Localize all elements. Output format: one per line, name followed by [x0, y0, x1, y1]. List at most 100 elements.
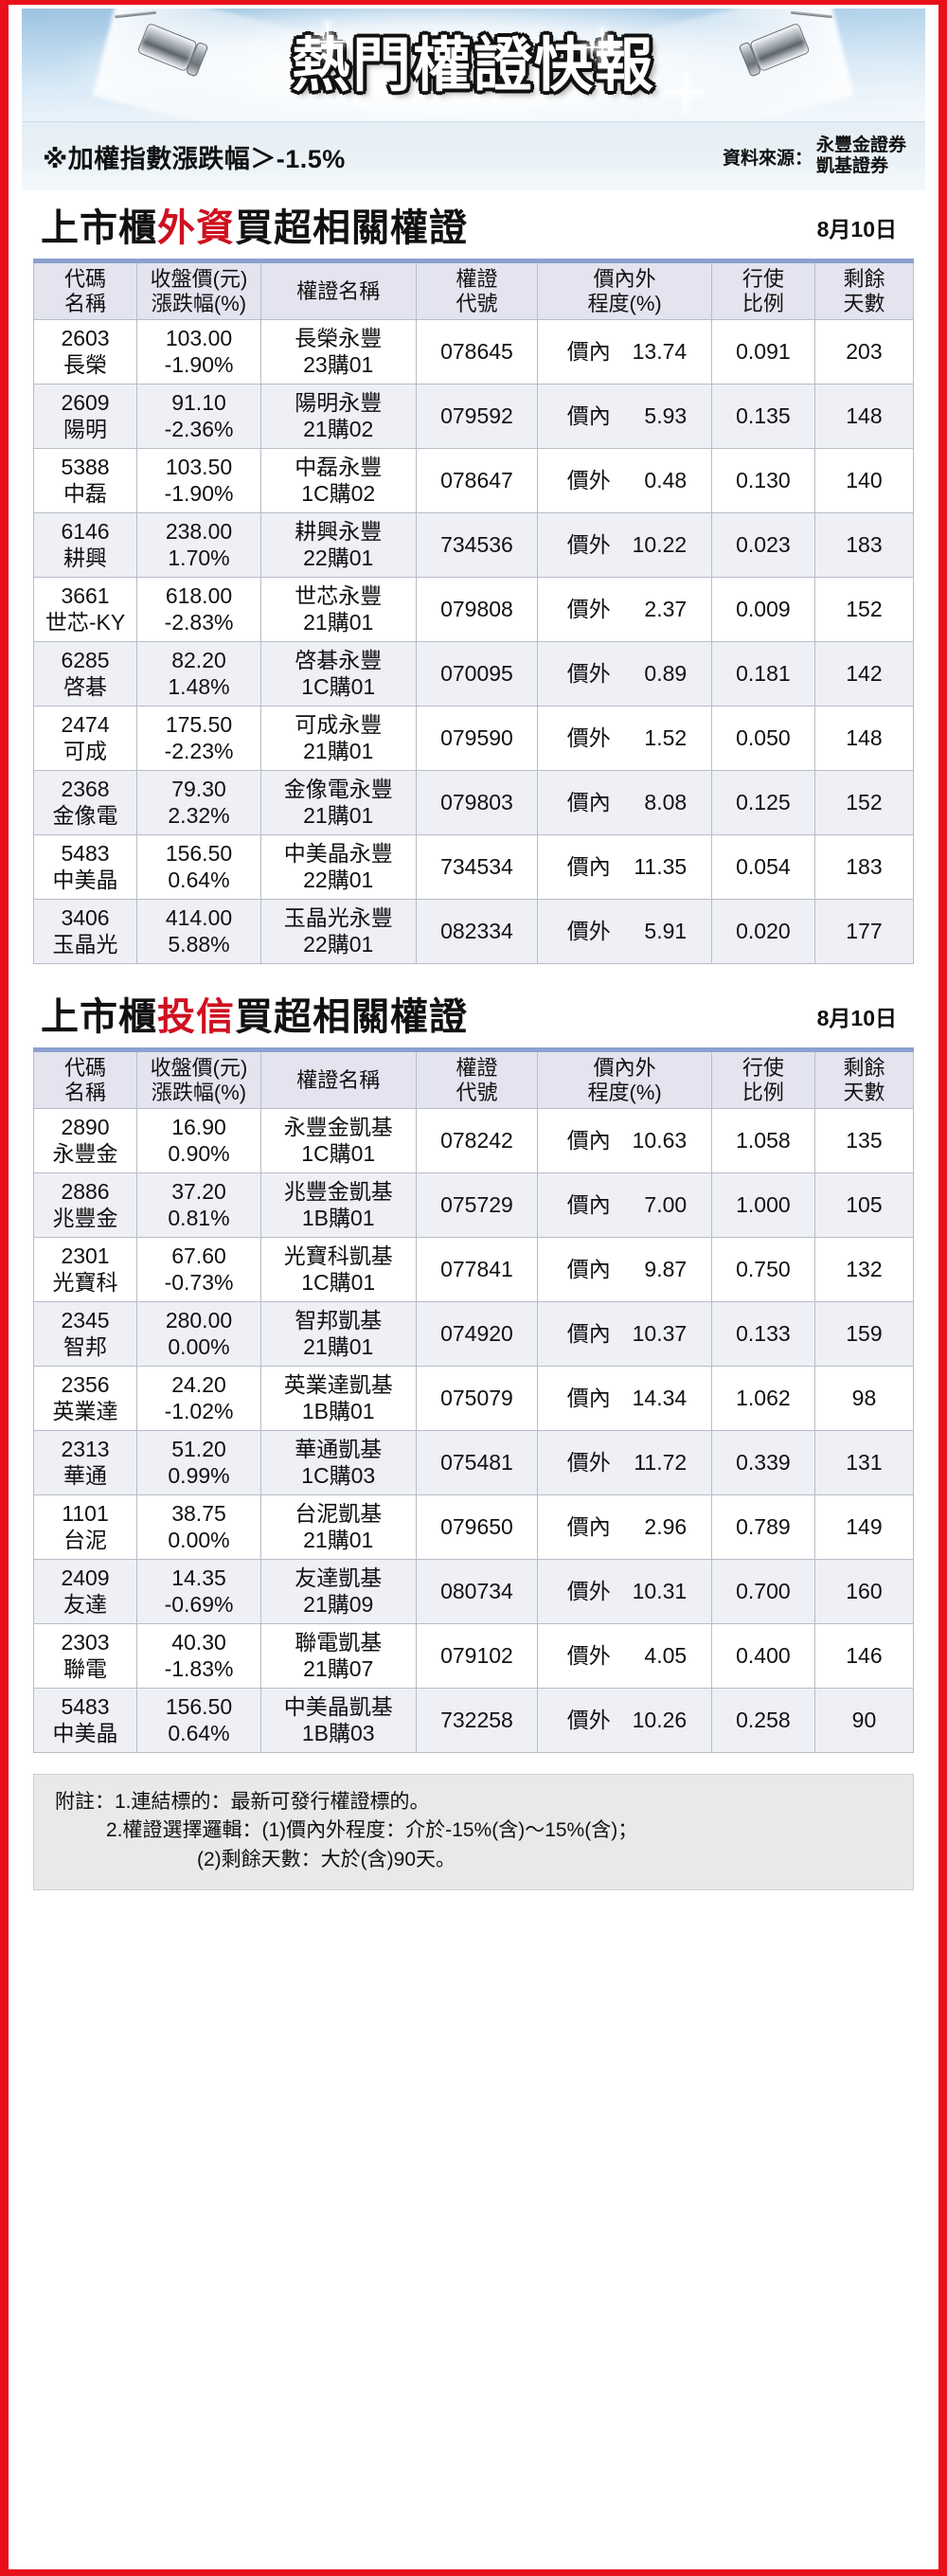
cell-code: 5483 — [61, 840, 110, 866]
cell-warrant-name-line1: 台泥凱基 — [295, 1500, 383, 1526]
cell-warrant-name-line1: 長榮永豐 — [295, 325, 383, 350]
cell-name: 中美晶 — [52, 867, 118, 892]
cell-code-name: 2313 華通 — [32, 1430, 138, 1495]
cell-price: 238.00 — [165, 518, 233, 544]
cell-moneyness: 價內 13.74 — [537, 319, 712, 385]
table-head: 代碼 名稱 收盤價(元) 漲跌幅(%) 權證名稱 權證 代號 — [32, 1049, 915, 1109]
table-row: 2603 長榮 103.00 -1.90% 長榮永豐 23購01 078645 價內 13.74… — [32, 319, 915, 385]
cell-code-name: 2886 兆豐金 — [32, 1172, 138, 1238]
cell-moneyness-value: 5.91 — [644, 918, 688, 943]
footnotes: 附註：1.連結標的：最新可發行權證標的。 2.權證選擇邏輯：(1)價內外程度：介… — [33, 1774, 914, 1891]
cell-moneyness: 價外 10.26 — [537, 1688, 712, 1753]
cell-change: -1.02% — [164, 1398, 234, 1423]
cell-warrant-name: 金像電永豐 21購01 — [259, 770, 417, 835]
cell-name: 耕興 — [63, 545, 108, 570]
cell-warrant-name-line2: 1B購01 — [301, 1205, 375, 1230]
warrant-table-trust: 代碼 名稱 收盤價(元) 漲跌幅(%) 權證名稱 權證 代號 — [32, 1047, 915, 1753]
col-header-moneyness: 價內外 程度(%) — [537, 260, 712, 320]
cell-code: 2356 — [61, 1371, 110, 1397]
page-title: 熱門權證快報 — [291, 30, 655, 99]
col-header-code: 代碼 名稱 — [32, 1049, 138, 1109]
cell-moneyness-label: 價內 — [566, 789, 611, 814]
cell-days-left: 132 — [813, 1237, 915, 1302]
cell-warrant-name: 耕興永豐 22購01 — [259, 512, 417, 578]
section-title-trust: 上市櫃投信買超相關權證 — [41, 996, 468, 1038]
cell-price-change: 156.50 0.64% — [136, 1688, 261, 1753]
section-title-highlight: 投信 — [157, 996, 235, 1038]
cell-moneyness-label: 價外 — [566, 467, 611, 492]
table-row: 2301 光寶科 67.60 -0.73% 光寶科凱基 1C購01 077841 價內 9.87… — [32, 1237, 915, 1302]
cell-name: 中磊 — [63, 480, 108, 506]
cell-exercise-ratio: 0.750 — [710, 1237, 815, 1302]
cell-warrant-name-line2: 1B購01 — [301, 1398, 375, 1423]
cell-moneyness: 價內 9.87 — [537, 1237, 712, 1302]
cell-warrant-id: 082334 — [415, 899, 539, 964]
cell-warrant-name-line1: 兆豐金凱基 — [283, 1178, 393, 1204]
cell-warrant-id: 079592 — [415, 384, 539, 449]
cell-code: 6285 — [61, 647, 110, 672]
cell-code: 2345 — [61, 1307, 110, 1333]
cell-name: 可成 — [63, 738, 108, 763]
cell-warrant-name: 英業達凱基 1B購01 — [259, 1366, 417, 1431]
table-row: 6285 啓碁 82.20 1.48% 啓碁永豐 1C購01 070095 價外 0.89 0.1… — [32, 641, 915, 707]
cell-warrant-name-line1: 玉晶光永豐 — [283, 904, 393, 930]
section-header-trust: 上市櫃投信買超相關權證 8月10日 — [18, 979, 929, 1047]
col-header-price: 收盤價(元) 漲跌幅(%) — [136, 1049, 261, 1109]
cell-warrant-id: 075481 — [415, 1430, 539, 1495]
cell-warrant-id: 078647 — [415, 448, 539, 513]
cell-code: 2301 — [61, 1243, 110, 1268]
cell-code-name: 3661 世芯-KY — [32, 577, 138, 642]
cell-moneyness: 價內 14.34 — [537, 1366, 712, 1431]
cell-warrant-id: 079102 — [415, 1623, 539, 1689]
cell-code: 2890 — [61, 1114, 110, 1139]
cell-warrant-name-line1: 聯電凱基 — [295, 1629, 383, 1655]
cell-moneyness-label: 價內 — [566, 1513, 611, 1539]
cell-price-change: 40.30 -1.83% — [136, 1623, 261, 1689]
section-title-highlight: 外資 — [157, 207, 235, 249]
cell-days-left: 131 — [813, 1430, 915, 1495]
cell-moneyness-label: 價內 — [566, 1385, 611, 1410]
cell-warrant-name-line2: 21購01 — [303, 802, 374, 828]
cell-price-change: 82.20 1.48% — [136, 641, 261, 707]
cell-moneyness-value: 11.72 — [634, 1449, 688, 1475]
table-head: 代碼 名稱 收盤價(元) 漲跌幅(%) 權證名稱 權證 代號 — [32, 260, 915, 320]
cell-price-change: 24.20 -1.02% — [136, 1366, 261, 1431]
cell-warrant-name-line1: 世芯永豐 — [295, 582, 383, 608]
section-title-foreign: 上市櫃外資買超相關權證 — [41, 207, 468, 249]
cell-moneyness-value: 5.93 — [644, 402, 688, 428]
cell-moneyness-value: 11.35 — [634, 853, 688, 879]
cell-moneyness-label: 價外 — [566, 724, 611, 750]
table-row: 2356 英業達 24.20 -1.02% 英業達凱基 1B購01 075079 價內 14.3… — [32, 1366, 915, 1431]
cell-exercise-ratio: 0.125 — [710, 770, 815, 835]
cell-moneyness-label: 價外 — [566, 660, 611, 686]
cell-code: 2368 — [61, 776, 110, 801]
cell-price-change: 14.35 -0.69% — [136, 1559, 261, 1624]
cell-moneyness-label: 價外 — [566, 1578, 611, 1603]
table-row: 5483 中美晶 156.50 0.64% 中美晶凱基 1B購03 732258 價外 10.2… — [32, 1688, 915, 1753]
cell-code-name: 5483 中美晶 — [32, 834, 138, 900]
cell-code: 2886 — [61, 1178, 110, 1204]
cell-moneyness: 價外 5.91 — [537, 899, 712, 964]
cell-price-change: 156.50 0.64% — [136, 834, 261, 900]
cell-days-left: 146 — [813, 1623, 915, 1689]
cell-warrant-id: 078645 — [415, 319, 539, 385]
cell-warrant-name-line1: 光寶科凱基 — [283, 1243, 393, 1268]
cell-code: 5483 — [61, 1693, 110, 1719]
cell-exercise-ratio: 0.054 — [710, 834, 815, 900]
cell-exercise-ratio: 0.020 — [710, 899, 815, 964]
col-header-warrant-name: 權證名稱 — [259, 1049, 417, 1109]
cell-warrant-id: 075079 — [415, 1366, 539, 1431]
cell-warrant-name: 兆豐金凱基 1B購01 — [259, 1172, 417, 1238]
cell-exercise-ratio: 1.000 — [710, 1172, 815, 1238]
cell-price-change: 67.60 -0.73% — [136, 1237, 261, 1302]
cell-days-left: 135 — [813, 1108, 915, 1173]
cell-warrant-name-line1: 華通凱基 — [295, 1436, 383, 1461]
cell-warrant-name: 台泥凱基 21購01 — [259, 1494, 417, 1560]
cell-warrant-name-line2: 21購01 — [303, 1527, 374, 1552]
cell-warrant-name-line1: 中美晶凱基 — [283, 1693, 393, 1719]
cell-exercise-ratio: 0.400 — [710, 1623, 815, 1689]
cell-change: 0.64% — [168, 1720, 230, 1745]
cell-warrant-id: 079808 — [415, 577, 539, 642]
cell-warrant-name-line1: 友達凱基 — [295, 1565, 383, 1590]
cell-name: 聯電 — [63, 1655, 108, 1681]
